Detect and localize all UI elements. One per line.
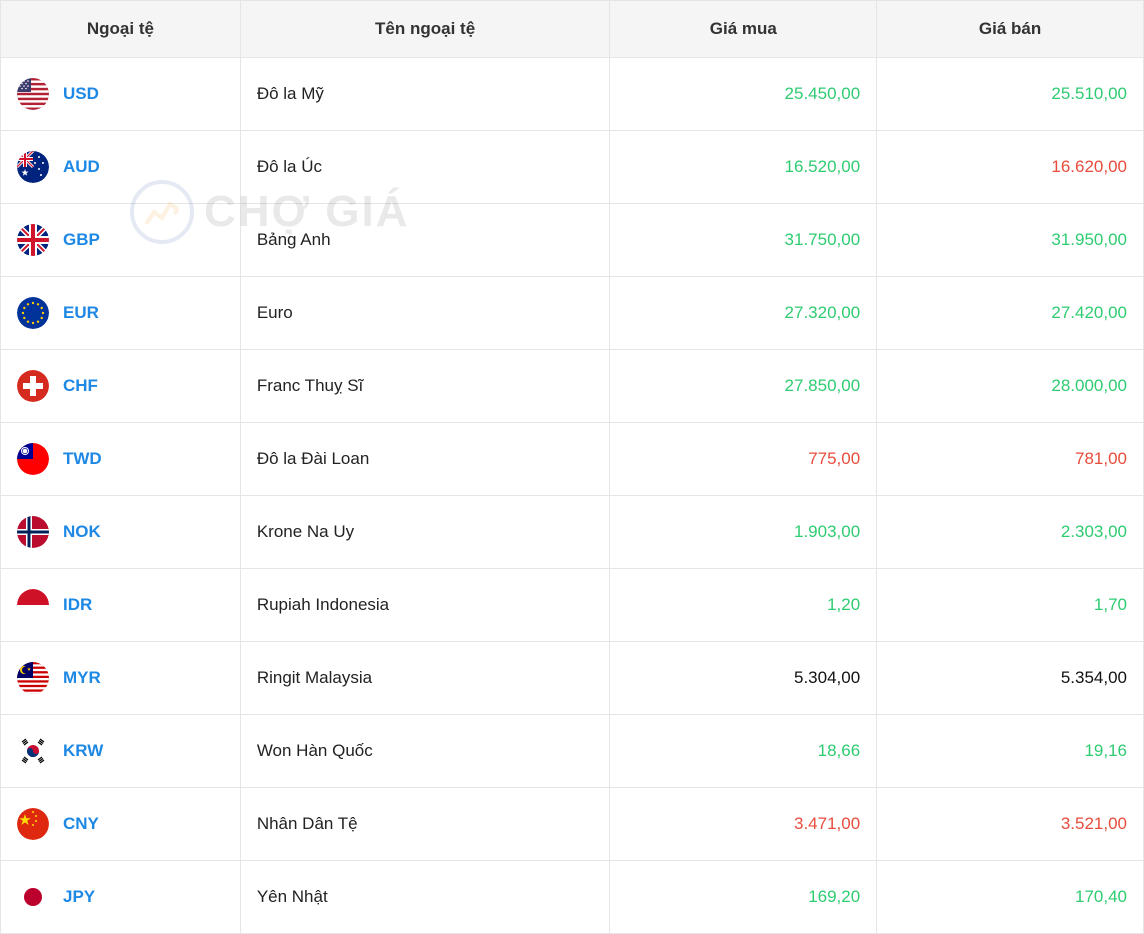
buy-price: 27.850,00 xyxy=(610,350,877,423)
buy-price: 169,20 xyxy=(610,861,877,934)
currency-full-name: Đô la Úc xyxy=(240,131,610,204)
flag-icon xyxy=(17,589,49,621)
table-row: MYR Ringit Malaysia5.304,005.354,00 xyxy=(1,642,1144,715)
flag-icon xyxy=(17,78,49,110)
col-header-buy: Giá mua xyxy=(610,1,877,58)
sell-price: 170,40 xyxy=(877,861,1144,934)
currency-full-name: Franc Thuỵ Sĩ xyxy=(240,350,610,423)
currency-code-link[interactable]: USD xyxy=(63,84,99,104)
currency-full-name: Rupiah Indonesia xyxy=(240,569,610,642)
col-header-sell: Giá bán xyxy=(877,1,1144,58)
buy-price: 1.903,00 xyxy=(610,496,877,569)
currency-code-link[interactable]: KRW xyxy=(63,741,103,761)
buy-price: 18,66 xyxy=(610,715,877,788)
table-row: JPY Yên Nhật169,20170,40 xyxy=(1,861,1144,934)
currency-code-link[interactable]: MYR xyxy=(63,668,101,688)
currency-full-name: Bảng Anh xyxy=(240,204,610,277)
currency-full-name: Euro xyxy=(240,277,610,350)
buy-price: 5.304,00 xyxy=(610,642,877,715)
sell-price: 27.420,00 xyxy=(877,277,1144,350)
flag-icon xyxy=(17,881,49,913)
flag-icon xyxy=(17,443,49,475)
currency-full-name: Đô la Đài Loan xyxy=(240,423,610,496)
currency-full-name: Nhân Dân Tệ xyxy=(240,788,610,861)
table-row: GBP Bảng Anh31.750,0031.950,00 xyxy=(1,204,1144,277)
currency-full-name: Ringit Malaysia xyxy=(240,642,610,715)
currency-code-link[interactable]: TWD xyxy=(63,449,102,469)
sell-price: 5.354,00 xyxy=(877,642,1144,715)
table-row: KRW Won Hàn Quốc18,6619,16 xyxy=(1,715,1144,788)
sell-price: 28.000,00 xyxy=(877,350,1144,423)
table-row: CHF Franc Thuỵ Sĩ27.850,0028.000,00 xyxy=(1,350,1144,423)
table-row: IDR Rupiah Indonesia1,201,70 xyxy=(1,569,1144,642)
flag-icon xyxy=(17,370,49,402)
flag-icon xyxy=(17,151,49,183)
buy-price: 775,00 xyxy=(610,423,877,496)
table-row: AUD Đô la Úc16.520,0016.620,00 xyxy=(1,131,1144,204)
flag-icon xyxy=(17,735,49,767)
flag-icon xyxy=(17,516,49,548)
table-row: NOK Krone Na Uy1.903,002.303,00 xyxy=(1,496,1144,569)
sell-price: 1,70 xyxy=(877,569,1144,642)
sell-price: 25.510,00 xyxy=(877,58,1144,131)
currency-code-link[interactable]: CHF xyxy=(63,376,98,396)
currency-code-link[interactable]: CNY xyxy=(63,814,99,834)
currency-full-name: Krone Na Uy xyxy=(240,496,610,569)
sell-price: 2.303,00 xyxy=(877,496,1144,569)
sell-price: 3.521,00 xyxy=(877,788,1144,861)
currency-code-link[interactable]: AUD xyxy=(63,157,100,177)
currency-full-name: Yên Nhật xyxy=(240,861,610,934)
currency-code-link[interactable]: JPY xyxy=(63,887,95,907)
buy-price: 27.320,00 xyxy=(610,277,877,350)
currency-code-link[interactable]: IDR xyxy=(63,595,92,615)
currency-code-link[interactable]: NOK xyxy=(63,522,101,542)
buy-price: 16.520,00 xyxy=(610,131,877,204)
currency-full-name: Won Hàn Quốc xyxy=(240,715,610,788)
sell-price: 781,00 xyxy=(877,423,1144,496)
table-row: TWD Đô la Đài Loan775,00781,00 xyxy=(1,423,1144,496)
flag-icon xyxy=(17,808,49,840)
currency-code-link[interactable]: GBP xyxy=(63,230,100,250)
sell-price: 16.620,00 xyxy=(877,131,1144,204)
table-row: CNY Nhân Dân Tệ3.471,003.521,00 xyxy=(1,788,1144,861)
col-header-code: Ngoại tệ xyxy=(1,1,241,58)
buy-price: 31.750,00 xyxy=(610,204,877,277)
table-row: USD Đô la Mỹ25.450,0025.510,00 xyxy=(1,58,1144,131)
table-header-row: Ngoại tệ Tên ngoại tệ Giá mua Giá bán xyxy=(1,1,1144,58)
currency-rates-table: Ngoại tệ Tên ngoại tệ Giá mua Giá bán US… xyxy=(0,0,1144,934)
table-row: EUR Euro27.320,0027.420,00 xyxy=(1,277,1144,350)
buy-price: 25.450,00 xyxy=(610,58,877,131)
flag-icon xyxy=(17,662,49,694)
col-header-name: Tên ngoại tệ xyxy=(240,1,610,58)
flag-icon xyxy=(17,297,49,329)
currency-full-name: Đô la Mỹ xyxy=(240,58,610,131)
sell-price: 31.950,00 xyxy=(877,204,1144,277)
currency-code-link[interactable]: EUR xyxy=(63,303,99,323)
sell-price: 19,16 xyxy=(877,715,1144,788)
buy-price: 3.471,00 xyxy=(610,788,877,861)
buy-price: 1,20 xyxy=(610,569,877,642)
flag-icon xyxy=(17,224,49,256)
